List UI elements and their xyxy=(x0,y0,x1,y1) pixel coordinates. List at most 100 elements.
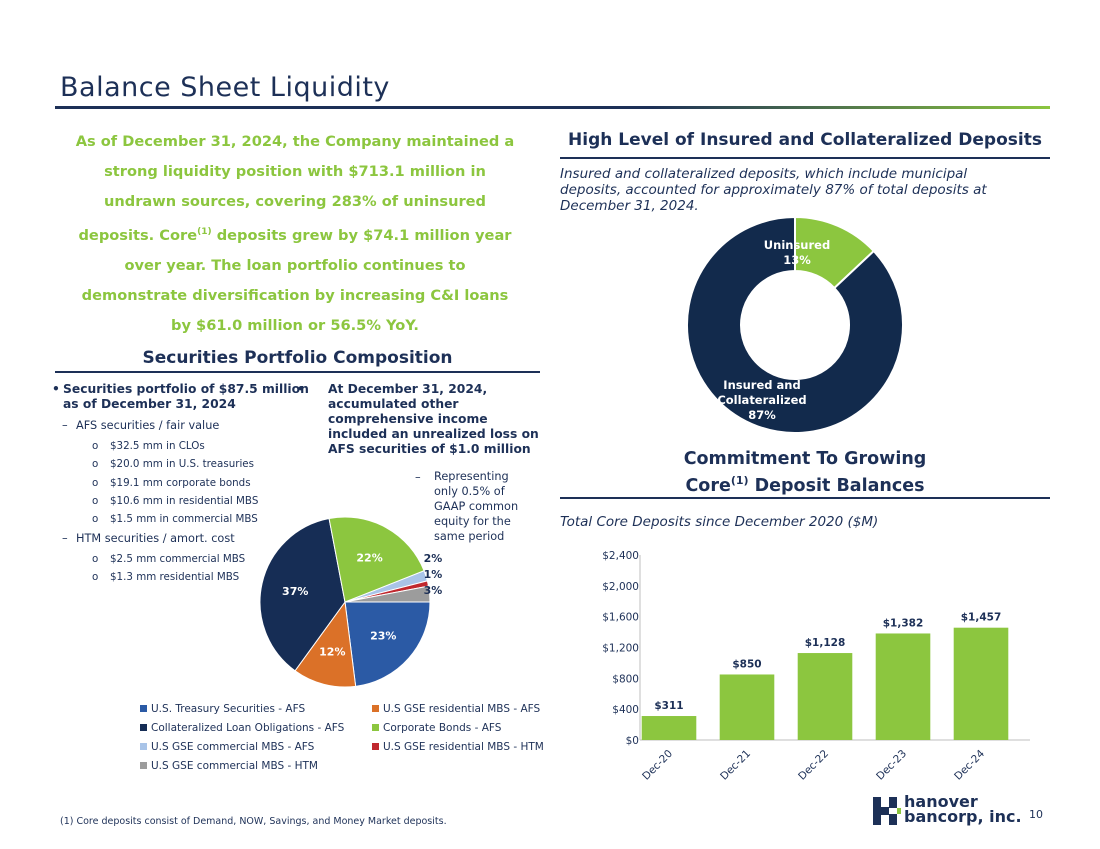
securities-bullet-1: • Securities portfolio of $87.5 million a… xyxy=(52,382,312,412)
legend-swatch xyxy=(372,724,379,731)
list-item-text: $1.3 mm residential MBS xyxy=(110,571,240,584)
title-rule xyxy=(55,106,1050,109)
bar-data-label: $1,382 xyxy=(883,617,924,629)
y-tick-label: $2,400 xyxy=(602,550,639,562)
bar-Dec-24 xyxy=(953,627,1009,740)
bullet2-line: AFS securities of $1.0 million xyxy=(328,442,531,456)
bullet1-line1: Securities portfolio of $87.5 million xyxy=(63,382,309,396)
bullet2-sub-line: GAAP common xyxy=(434,500,519,513)
htm-header: – HTM securities / amort. cost xyxy=(62,530,235,548)
circle-bullet-icon: o xyxy=(92,553,99,565)
legend-label: Corporate Bonds - AFS xyxy=(383,722,502,734)
legend-item: U.S GSE residential MBS - AFS xyxy=(372,703,540,715)
bullet-glyph: • xyxy=(297,382,305,396)
bullet-glyph: • xyxy=(52,382,60,396)
bullet2-lines: At December 31, 2024, accumulated other co… xyxy=(297,382,542,457)
core-heading-line1: Commitment To Growing xyxy=(683,449,927,469)
legend-item: U.S. Treasury Securities - AFS xyxy=(140,703,305,715)
afs-header-text: AFS securities / fair value xyxy=(76,419,220,432)
legend-label: U.S GSE residential MBS - HTM xyxy=(383,741,544,753)
legend-item: U.S GSE commercial MBS - HTM xyxy=(140,760,318,772)
legend-label: U.S GSE commercial MBS - AFS xyxy=(151,741,315,753)
circle-bullet-icon: o xyxy=(92,494,99,507)
y-tick-label: $400 xyxy=(612,704,639,716)
legend-label: U.S GSE residential MBS - AFS xyxy=(383,703,541,715)
core-heading-line2: Core(1) Deposit Balances xyxy=(560,470,1050,497)
legend-item: U.S GSE commercial MBS - AFS xyxy=(140,741,314,753)
dash-glyph: – xyxy=(415,471,421,484)
list-item-text: $19.1 mm corporate bonds xyxy=(110,476,251,489)
core-subtitle: Total Core Deposits since December 2020 … xyxy=(560,514,879,530)
list-item-text: $20.0 mm in U.S. treasuries xyxy=(110,458,255,471)
securities-pie-chart: 2% 1% 3% 23% 12% 37% 22% xyxy=(259,516,442,688)
bullet1-line2: as of December 31, 2024 xyxy=(63,397,236,411)
legend-swatch xyxy=(372,743,379,750)
bullet2-sub-line: same period xyxy=(434,530,505,543)
list-item-text: $32.5 mm in CLOs xyxy=(110,440,205,452)
bar-Dec-23 xyxy=(875,633,931,740)
bar-Dec-22 xyxy=(797,653,853,740)
page-title: Balance Sheet Liquidity xyxy=(60,72,390,103)
pie-slice-0 xyxy=(344,601,431,687)
pie-label-2: 37% xyxy=(282,585,308,598)
insured-heading-rule xyxy=(560,157,1050,159)
y-tick-label: $1,600 xyxy=(602,612,639,624)
bullet2-line: At December 31, 2024, xyxy=(328,382,488,396)
list-item: o $10.6 mm in residential MBS xyxy=(92,492,258,510)
dash-glyph: – xyxy=(62,419,68,432)
bullet2-sub-line: only 0.5% of xyxy=(434,485,505,498)
x-tick-label: Dec-22 xyxy=(796,748,831,783)
legend-item: Corporate Bonds - AFS xyxy=(372,722,501,734)
bullet2-line: included an unrealized loss on xyxy=(328,427,539,441)
circle-bullet-icon: o xyxy=(92,440,99,452)
bullet2-sub-lines: Representing only 0.5% of GAAP common equit… xyxy=(415,469,545,544)
bullet2-sub-line: Representing xyxy=(434,470,509,483)
intro-paragraph: As of December 31, 2024, the Company mai… xyxy=(70,127,520,341)
bullet2-sub-line: equity for the xyxy=(434,515,511,528)
dash-glyph: – xyxy=(62,532,68,545)
donut-label-uninsured-pct: 13% xyxy=(783,253,811,267)
afs-list: o $32.5 mm in CLOs o $20.0 mm in U.S. treas… xyxy=(92,437,258,528)
bullet2-line: accumulated other xyxy=(328,397,459,411)
list-item: o $32.5 mm in CLOs xyxy=(92,437,258,455)
y-tick-label: $1,200 xyxy=(602,643,639,655)
legend-item: U.S GSE residential MBS - HTM xyxy=(372,741,544,753)
list-item-text: $2.5 mm commercial MBS xyxy=(110,553,246,565)
donut-slice-1 xyxy=(686,215,904,434)
list-item: o $20.0 mm in U.S. treasuries xyxy=(92,455,258,473)
core-heading-pre: Core xyxy=(685,475,731,496)
legend-swatch xyxy=(372,705,379,712)
circle-bullet-icon: o xyxy=(92,513,99,526)
y-tick-label: $800 xyxy=(612,673,639,685)
page-number: 10 xyxy=(1029,808,1043,821)
list-item-text: $10.6 mm in residential MBS xyxy=(110,494,259,507)
htm-list: o $2.5 mm commercial MBS o $1.3 mm resident… xyxy=(92,550,245,587)
securities-bullet-2: • At December 31, 2024, accumulated other… xyxy=(297,382,542,457)
legend-label: U.S. Treasury Securities - AFS xyxy=(151,703,306,715)
securities-heading: Securities Portfolio Composition xyxy=(142,348,453,368)
legend-swatch xyxy=(140,705,147,712)
legend-swatch xyxy=(140,724,147,731)
core-heading-rule xyxy=(560,497,1050,499)
legend-swatch xyxy=(140,762,147,769)
legend-label: Collateralized Loan Obligations - AFS xyxy=(151,722,345,734)
logo-line1: hanover xyxy=(904,792,978,811)
bar-Dec-20 xyxy=(641,716,697,740)
bar-data-label: $850 xyxy=(732,658,761,670)
list-item: o $2.5 mm commercial MBS xyxy=(92,550,245,568)
donut-label-uninsured: Uninsured xyxy=(764,238,830,252)
core-heading-post: Deposit Balances xyxy=(748,475,925,496)
afs-header: – AFS securities / fair value xyxy=(62,417,219,435)
core-bar-chart: $0 $400 $800 $1,200 $1,600 $2,000 $2,400 $311 $… xyxy=(602,550,1030,783)
logo-mark-icon xyxy=(873,797,901,825)
x-tick-label: Dec-21 xyxy=(718,748,753,783)
y-tick-label: $0 xyxy=(626,735,639,747)
pie-label-3: 22% xyxy=(356,551,382,564)
bar-data-label: $1,128 xyxy=(805,637,846,649)
circle-bullet-icon: o xyxy=(92,458,99,471)
list-item: o $1.5 mm in commercial MBS xyxy=(92,510,258,528)
logo-line2: bancorp, inc. xyxy=(904,807,1022,826)
securities-legend: U.S. Treasury Securities - AFS U.S GSE re… xyxy=(140,703,544,773)
insured-description: Insured and collateralized deposits, whi… xyxy=(560,166,987,214)
pie-slice-2 xyxy=(259,517,346,672)
